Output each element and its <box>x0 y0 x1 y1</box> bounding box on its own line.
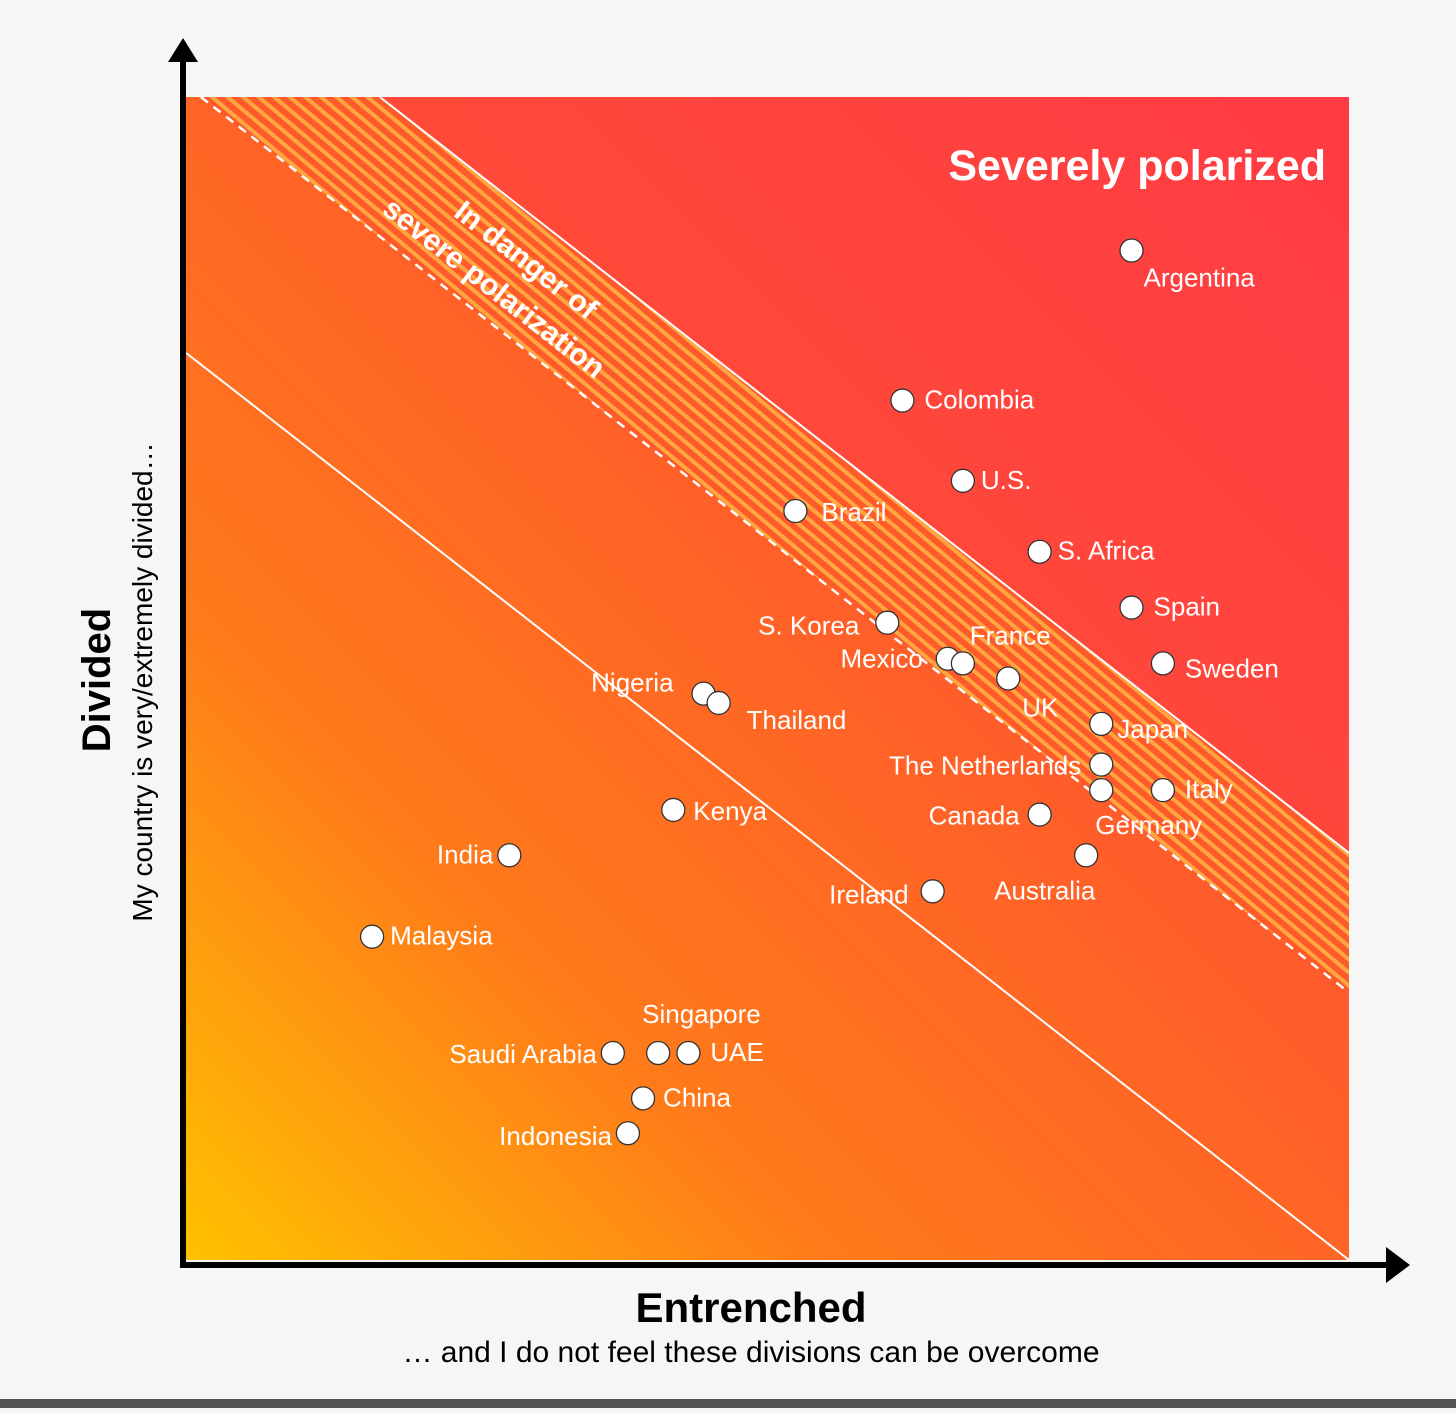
point-italy <box>1150 777 1176 803</box>
label-canada: Canada <box>929 801 1021 831</box>
label-s-korea: S. Korea <box>758 611 860 641</box>
point-saudi-arabia <box>600 1040 625 1066</box>
point-u-s <box>950 468 976 493</box>
severe-zone-region <box>186 97 1349 853</box>
point-mexico <box>950 651 976 676</box>
label-u-s: U.S. <box>981 465 1032 495</box>
y-axis-arrowhead <box>168 38 198 62</box>
y-axis-subtitle: My country is very/extremely divided… <box>127 442 158 921</box>
x-axis-arrowhead <box>1386 1247 1410 1283</box>
point-australia <box>1074 843 1099 868</box>
point-colombia <box>890 388 915 413</box>
severe-threshold-line <box>379 97 1349 854</box>
label-s-africa: S. Africa <box>1058 536 1155 566</box>
point-malaysia <box>359 924 385 949</box>
danger-threshold-line <box>200 97 1349 994</box>
label-the-netherlands: The Netherlands <box>889 751 1081 781</box>
point-uk <box>996 666 1021 691</box>
window-bottom-edge <box>0 1399 1456 1408</box>
lower-threshold-line <box>186 352 1349 1260</box>
label-germany: Germany <box>1095 810 1202 840</box>
label-china: China <box>663 1082 731 1112</box>
point-indonesia <box>615 1121 641 1146</box>
point-china <box>630 1086 656 1111</box>
label-colombia: Colombia <box>924 385 1034 415</box>
point-brazil <box>783 498 808 524</box>
point-sweden <box>1150 651 1176 676</box>
label-spain: Spain <box>1154 592 1221 622</box>
label-uk: UK <box>1022 693 1059 723</box>
label-kenya: Kenya <box>693 796 767 826</box>
severe-zone-label: Severely polarized <box>948 142 1326 190</box>
label-singapore: Singapore <box>642 999 761 1029</box>
point-ireland <box>920 879 945 904</box>
label-thailand: Thailand <box>747 705 847 735</box>
label-argentina: Argentina <box>1144 263 1256 293</box>
point-japan <box>1089 711 1114 737</box>
label-indonesia: Indonesia <box>499 1121 612 1151</box>
label-india: India <box>437 839 494 869</box>
x-axis-title: Entrenched <box>635 1284 866 1331</box>
label-mexico: Mexico <box>841 643 923 673</box>
point-germany <box>1089 777 1114 803</box>
point-india <box>497 843 522 868</box>
label-japan: Japan <box>1117 714 1188 744</box>
point-argentina <box>1119 238 1144 263</box>
point-thailand <box>706 690 731 716</box>
label-sweden: Sweden <box>1185 653 1279 683</box>
point-kenya <box>661 797 686 823</box>
point-uae <box>676 1040 701 1066</box>
x-axis-subtitle: … and I do not feel these divisions can … <box>402 1336 1099 1369</box>
label-france: France <box>970 621 1051 651</box>
label-brazil: Brazil <box>821 497 886 527</box>
label-australia: Australia <box>994 875 1096 905</box>
point-spain <box>1119 595 1144 620</box>
point-canada <box>1027 802 1052 827</box>
point-s-korea <box>875 610 900 635</box>
point-the-netherlands <box>1089 752 1114 777</box>
point-singapore <box>646 1040 671 1066</box>
point-s-africa <box>1027 539 1052 564</box>
label-italy: Italy <box>1185 774 1233 804</box>
label-ireland: Ireland <box>829 879 909 909</box>
y-axis-title: Divided <box>75 608 119 752</box>
label-uae: UAE <box>710 1037 763 1067</box>
label-nigeria: Nigeria <box>591 668 674 698</box>
label-malaysia: Malaysia <box>390 921 493 951</box>
label-saudi-arabia: Saudi Arabia <box>449 1039 597 1069</box>
